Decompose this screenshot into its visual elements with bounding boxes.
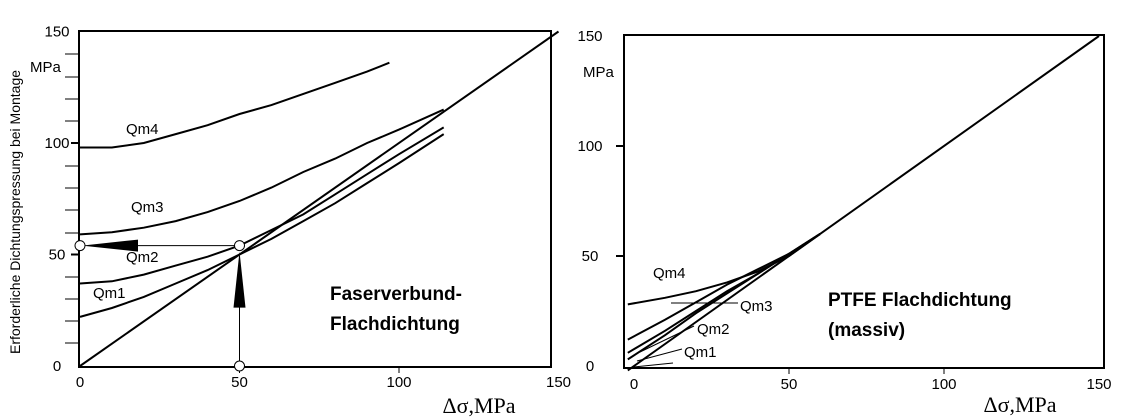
y-tick-label: 150 [577, 28, 602, 45]
series-label-qm1: Qm1 [684, 344, 717, 361]
x-axis-label: Δσ,MPa [442, 393, 515, 417]
series-label-qm2: Qm2 [126, 249, 159, 266]
y-tick-label: 100 [577, 138, 602, 155]
chart-faserverbund: 0 50 100 150 0 50 100 150 MPa Δσ,MPa Faserverbund-… [30, 24, 571, 417]
y-tick-label: 50 [582, 248, 599, 265]
series-label-qm2: Qm2 [697, 321, 730, 338]
series-line-qm1 [79, 133, 445, 318]
chart-title-line-1: Faserverbund- [330, 284, 462, 305]
x-tick-label: 150 [546, 374, 571, 391]
series-label-qm4: Qm4 [653, 265, 686, 282]
reference-diagonal-line [627, 35, 1100, 372]
chart-title-line-2: (massiv) [828, 320, 905, 341]
series-line-qm2 [79, 126, 445, 285]
plot-frame [78, 30, 552, 368]
x-tick-label: 150 [1086, 376, 1111, 393]
series-label-qm3: Qm3 [740, 298, 773, 315]
annotation-point-marker [74, 240, 86, 252]
chart-title-line-2: Flachdichtung [330, 314, 460, 335]
series-leader-line [633, 362, 674, 368]
x-tick-label: 100 [931, 376, 956, 393]
chart-ptfe: 0 50 100 150 0 50 100 150 MPa Δσ,MPa PTFE Flachdic… [577, 28, 1111, 417]
chart-title-line-1: PTFE Flachdichtung [828, 290, 1012, 311]
x-tick-label: 50 [231, 374, 248, 391]
y-tick-label: 100 [44, 135, 69, 152]
arrow-up-icon [233, 251, 246, 308]
series-leader-line [636, 348, 683, 362]
x-tick-label: 0 [630, 376, 638, 393]
series-line-qm1 [627, 233, 821, 361]
series-line-qm4 [80, 61, 390, 149]
series-label-qm4: Qm4 [126, 121, 159, 138]
annotation-point-marker [234, 360, 245, 372]
series-leader-line [639, 325, 695, 353]
x-tick-label: 100 [386, 374, 411, 391]
y-axis-label: Erforderliche Dichtungspressung bei Mont… [7, 70, 23, 354]
y-tick-label: 150 [44, 24, 69, 41]
series-label-qm3: Qm3 [131, 199, 164, 216]
arrow-left-icon [82, 239, 138, 252]
x-axis-label: Δσ,MPa [983, 392, 1056, 417]
series-line-qm3 [79, 108, 445, 236]
x-tick-label: 50 [781, 376, 798, 393]
y-tick-label: 50 [49, 247, 66, 264]
y-tick-label: 0 [53, 358, 61, 375]
y-unit-label: MPa [30, 59, 62, 76]
annotation-point-marker [234, 240, 245, 252]
y-unit-label: MPa [583, 64, 615, 81]
plot-frame [623, 34, 1105, 369]
reference-diagonal-line [79, 30, 560, 367]
x-tick-label: 0 [76, 374, 84, 391]
series-label-qm1: Qm1 [93, 285, 126, 302]
y-tick-label: 0 [586, 358, 594, 375]
